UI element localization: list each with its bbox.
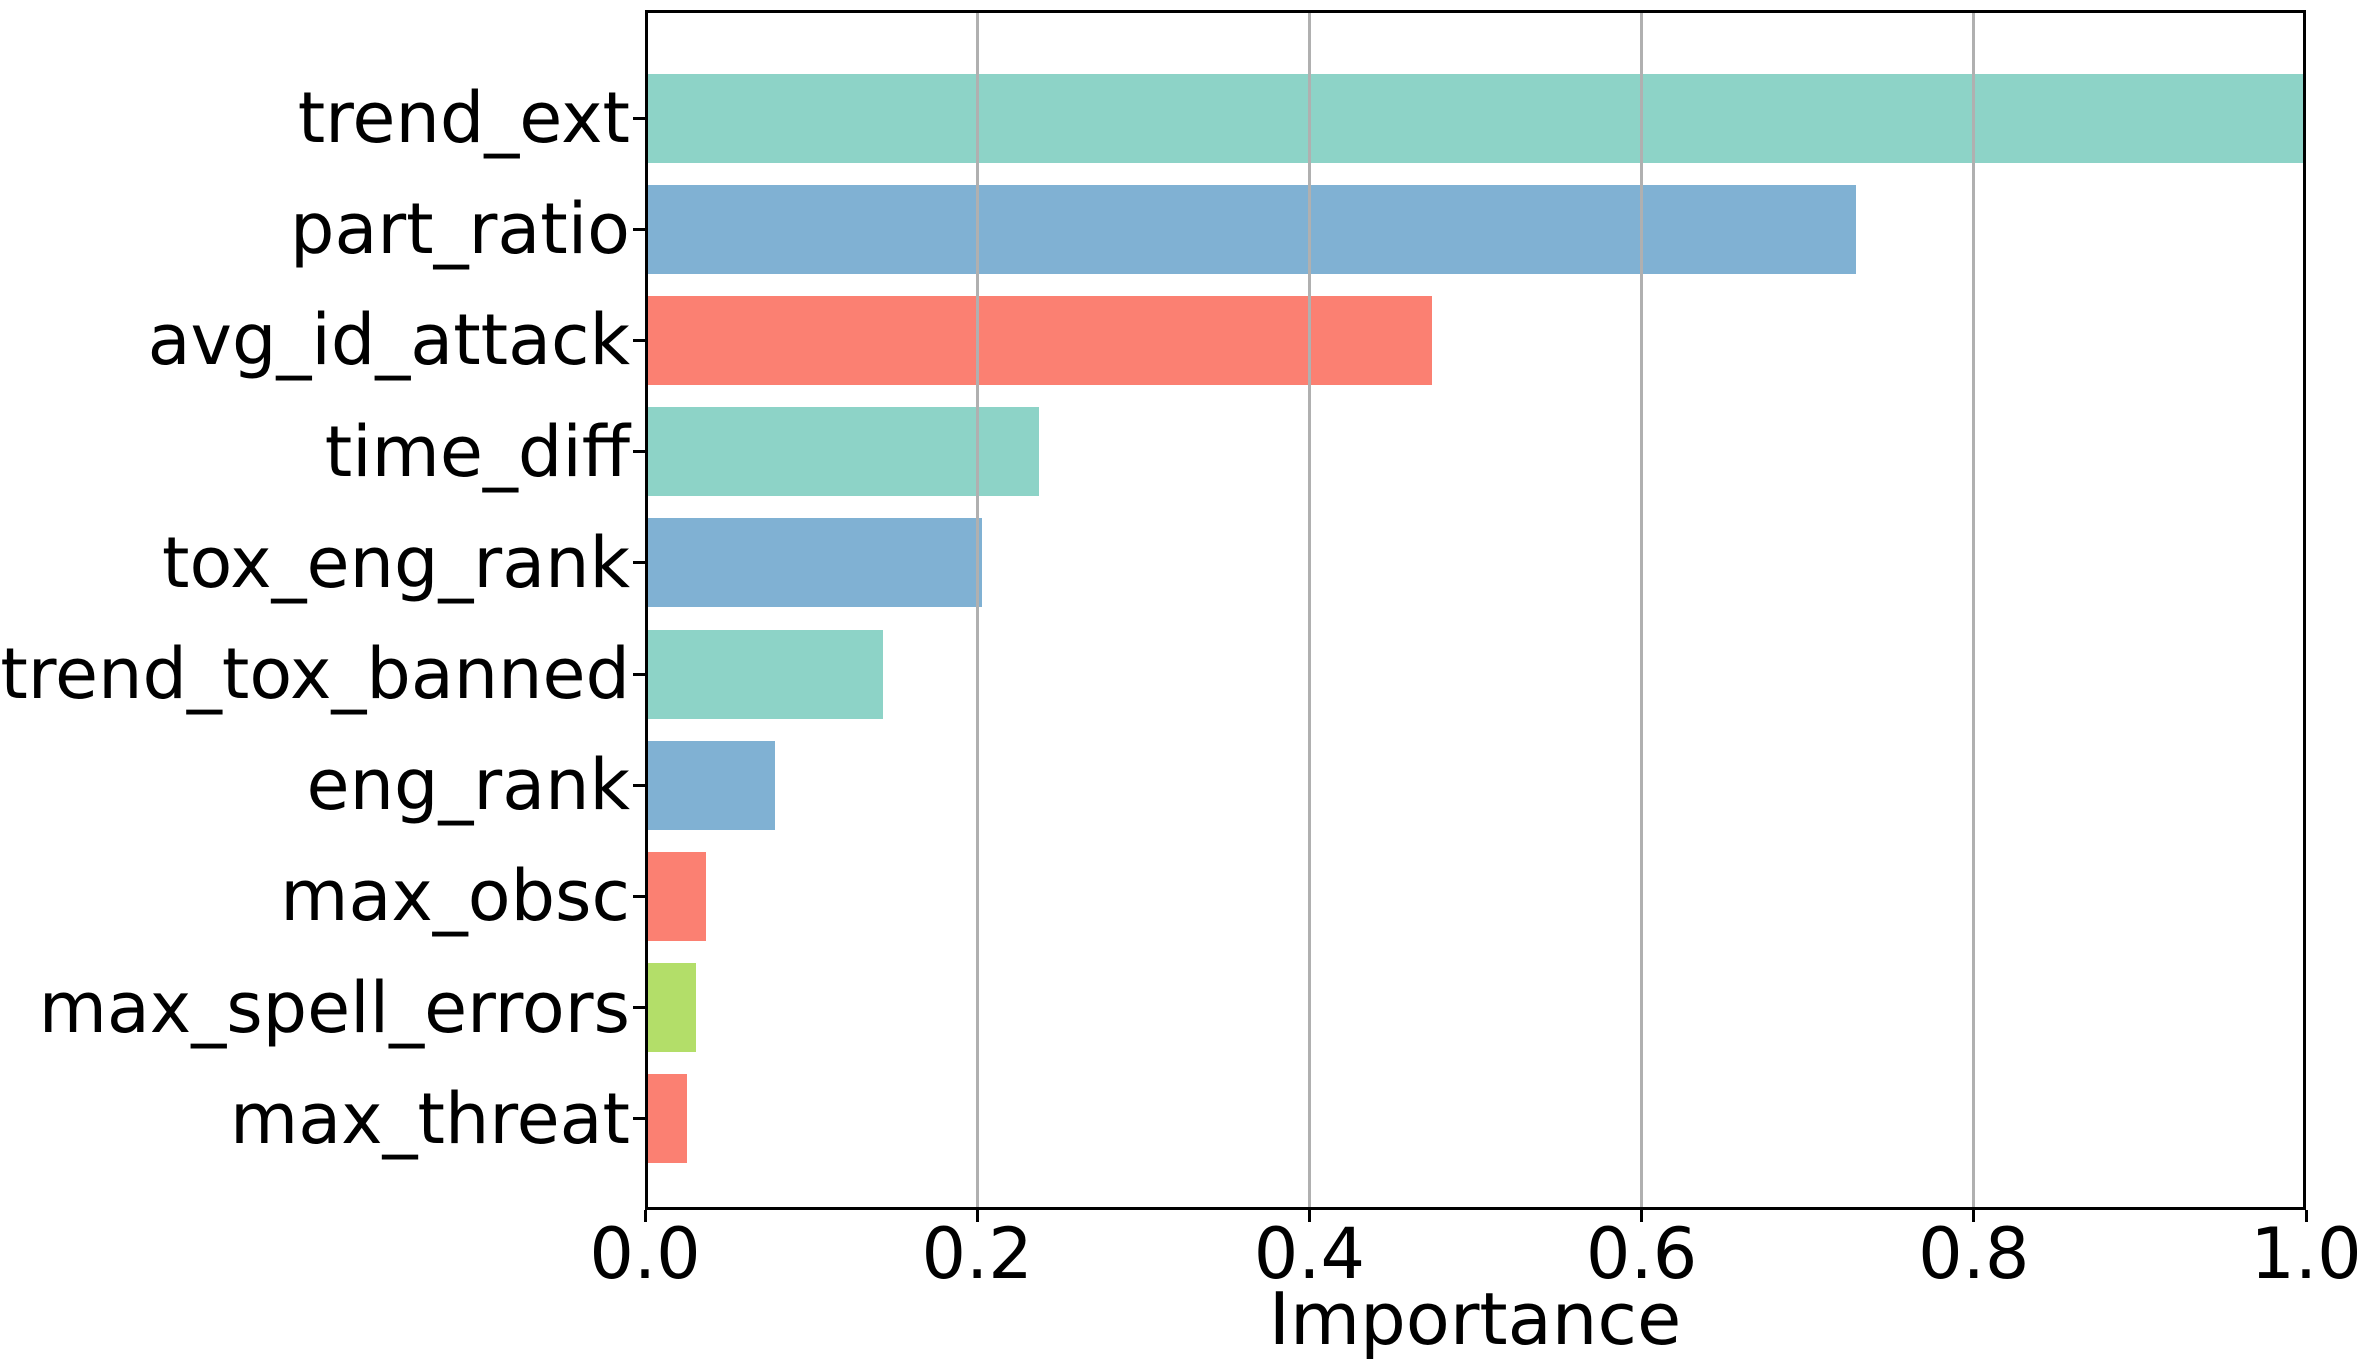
x-tick-label-0.4: 0.4 (1253, 1213, 1366, 1295)
gridline (1640, 10, 1644, 1210)
bar-tox_eng_rank (645, 518, 983, 608)
y-tick (633, 1006, 645, 1010)
gridline (1972, 10, 1976, 1210)
y-tick (633, 450, 645, 454)
y-tick-label-time_diff: time_diff (324, 410, 630, 493)
plot-area (645, 10, 2306, 1210)
x-tick (975, 1210, 979, 1222)
y-tick-label-trend_tox_banned: trend_tox_banned (0, 633, 630, 715)
bar-max_obsc (645, 851, 707, 941)
y-tick (633, 672, 645, 676)
gridline (975, 10, 979, 1210)
gridlines-layer (645, 10, 2306, 1210)
y-tick (633, 338, 645, 342)
bar-max_threat (645, 1074, 687, 1164)
y-tick-label-max_spell_errors: max_spell_errors (38, 966, 630, 1049)
y-tick-label-max_threat: max_threat (230, 1077, 630, 1160)
bars-layer (645, 10, 2306, 1210)
bar-max_spell_errors (645, 963, 697, 1053)
x-axis-label: Importance (1268, 1277, 1682, 1361)
x-tick-label-0.0: 0.0 (589, 1213, 701, 1295)
bar-trend_ext (645, 73, 2306, 163)
bar-time_diff (645, 407, 1039, 497)
x-tick (2304, 1210, 2308, 1222)
bar-avg_id_attack (645, 295, 1433, 385)
x-tick (1307, 1210, 1311, 1222)
y-tick-label-avg_id_attack: avg_id_attack (147, 299, 630, 382)
y-tick-label-max_obsc: max_obsc (280, 855, 630, 938)
y-tick (633, 894, 645, 898)
y-tick (633, 116, 645, 120)
bar-trend_tox_banned (645, 629, 883, 719)
x-tick-label-0.2: 0.2 (921, 1213, 1033, 1295)
x-tick-label-1.0: 1.0 (2250, 1213, 2362, 1295)
bar-eng_rank (645, 740, 775, 830)
x-tick (1972, 1210, 1976, 1222)
x-tick-label-0.8: 0.8 (1918, 1213, 2030, 1295)
y-tick (633, 561, 645, 565)
x-tick (643, 1210, 647, 1222)
gridline (1307, 10, 1311, 1210)
y-tick (633, 227, 645, 231)
x-tick-label-0.6: 0.6 (1585, 1213, 1698, 1295)
y-tick-label-tox_eng_rank: tox_eng_rank (162, 521, 630, 604)
y-tick-label-trend_ext: trend_ext (297, 77, 630, 159)
y-tick-label-eng_rank: eng_rank (306, 744, 630, 827)
y-tick-label-part_ratio: part_ratio (290, 188, 630, 271)
x-tick (1640, 1210, 1644, 1222)
y-tick (633, 1117, 645, 1121)
y-tick (633, 783, 645, 787)
bar-part_ratio (645, 184, 1856, 274)
